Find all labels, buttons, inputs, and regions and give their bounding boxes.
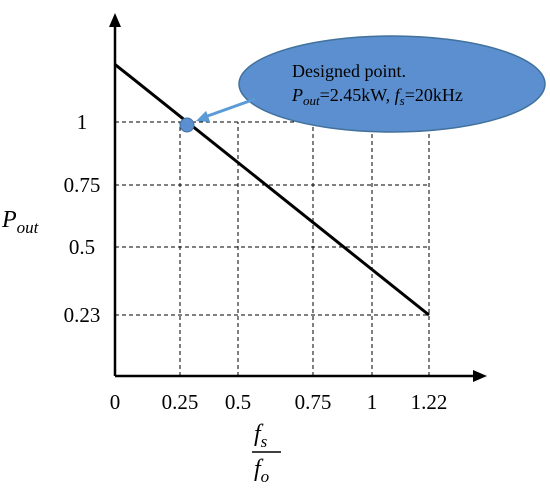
x-tick-label: 1.22 [411, 390, 448, 414]
y-axis-label: Pout [1, 207, 40, 237]
series [114, 63, 430, 317]
x-axis-label: fs fo [252, 421, 281, 486]
axes [109, 13, 487, 382]
annotation-callout: Designed point. Pout=2.45kW, fs=20kHz [196, 35, 546, 133]
annotation-ellipse [238, 35, 546, 133]
x-tick-label: 0.75 [295, 390, 332, 414]
y-tick-label: 0.23 [64, 303, 101, 327]
y-tick-label: 0.75 [64, 173, 101, 197]
designed-point-marker [179, 117, 195, 133]
y-axis-arrow [109, 13, 121, 27]
annotation-arrow [201, 97, 256, 120]
y-tick-label: 1 [77, 110, 88, 134]
series-line [114, 63, 430, 317]
designed-point-layer [179, 117, 195, 133]
y-tick-label: 0.5 [69, 235, 95, 259]
x-axis-arrow [473, 370, 487, 382]
x-label-numerator: fs [254, 421, 268, 451]
x-tick-label: 1 [367, 390, 378, 414]
x-tick-label: 0.5 [225, 390, 251, 414]
annotation-arrowhead [196, 110, 211, 123]
annotation-line-2: Pout=2.45kW, fs=20kHz [291, 85, 463, 108]
grid-lines [115, 121, 430, 376]
tick-labels: 0 0.25 0.5 0.75 1 1.22 0.23 0.5 0.75 1 [64, 110, 448, 414]
x-label-denominator: fo [254, 456, 269, 486]
annotation-line-1: Designed point. [292, 61, 406, 81]
x-tick-label: 0 [110, 390, 121, 414]
x-tick-label: 0.25 [162, 390, 199, 414]
